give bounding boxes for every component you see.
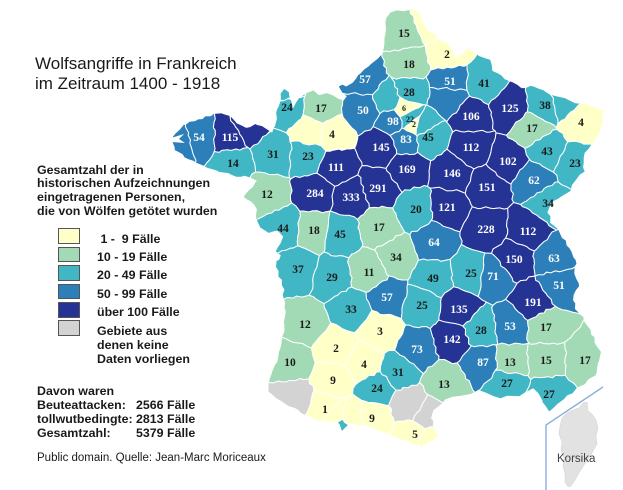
svg-text:6: 6 (402, 104, 406, 113)
svg-text:2: 2 (412, 120, 416, 129)
svg-text:145: 145 (372, 142, 390, 154)
svg-text:54: 54 (193, 132, 205, 144)
svg-text:51: 51 (553, 280, 565, 292)
svg-text:98: 98 (387, 116, 399, 128)
svg-text:18: 18 (308, 225, 320, 237)
svg-text:31: 31 (267, 149, 279, 161)
svg-text:25: 25 (465, 268, 477, 280)
svg-text:53: 53 (504, 321, 516, 333)
svg-text:112: 112 (463, 142, 480, 154)
svg-text:284: 284 (306, 188, 324, 200)
svg-text:34: 34 (390, 252, 402, 264)
svg-text:57: 57 (381, 292, 393, 304)
svg-text:9: 9 (369, 413, 375, 425)
svg-text:18: 18 (403, 59, 415, 71)
svg-text:29: 29 (326, 272, 338, 284)
svg-text:44: 44 (277, 223, 289, 235)
svg-text:111: 111 (328, 162, 344, 174)
svg-text:23: 23 (302, 151, 314, 163)
svg-text:9: 9 (330, 375, 336, 387)
svg-text:51: 51 (444, 76, 456, 88)
svg-text:87: 87 (477, 357, 489, 369)
svg-text:83: 83 (400, 134, 412, 146)
svg-text:Korsika: Korsika (557, 453, 596, 465)
svg-text:5: 5 (412, 429, 418, 441)
svg-text:3: 3 (377, 326, 383, 338)
svg-text:13: 13 (438, 379, 450, 391)
svg-text:4: 4 (361, 359, 367, 371)
svg-text:62: 62 (528, 175, 540, 187)
svg-text:12: 12 (261, 189, 273, 201)
svg-text:24: 24 (371, 383, 383, 395)
svg-text:23: 23 (569, 158, 581, 170)
svg-text:17: 17 (315, 103, 327, 115)
svg-text:191: 191 (524, 297, 542, 309)
svg-text:38: 38 (539, 100, 551, 112)
svg-text:17: 17 (579, 355, 591, 367)
svg-text:34: 34 (542, 198, 554, 210)
svg-text:12: 12 (299, 319, 311, 331)
svg-text:4: 4 (329, 129, 335, 141)
svg-text:22: 22 (406, 115, 414, 124)
svg-text:151: 151 (478, 182, 496, 194)
svg-text:333: 333 (342, 192, 360, 204)
svg-text:125: 125 (501, 103, 519, 115)
svg-text:27: 27 (543, 389, 555, 401)
svg-text:2: 2 (444, 49, 450, 61)
svg-text:25: 25 (416, 300, 428, 312)
svg-text:142: 142 (443, 334, 461, 346)
svg-text:1: 1 (322, 404, 328, 416)
svg-text:135: 135 (450, 304, 468, 316)
svg-text:28: 28 (403, 87, 415, 99)
svg-text:20: 20 (410, 204, 422, 216)
svg-text:17: 17 (373, 222, 385, 234)
svg-text:28: 28 (475, 325, 487, 337)
svg-text:24: 24 (281, 102, 293, 114)
svg-text:4: 4 (578, 117, 584, 129)
svg-text:33: 33 (345, 304, 357, 316)
svg-text:50: 50 (357, 105, 369, 117)
svg-text:45: 45 (422, 132, 434, 144)
svg-text:64: 64 (428, 237, 440, 249)
svg-text:14: 14 (227, 158, 239, 170)
svg-text:146: 146 (443, 168, 461, 180)
svg-text:15: 15 (540, 355, 552, 367)
svg-text:37: 37 (292, 264, 304, 276)
svg-text:291: 291 (369, 183, 387, 195)
svg-text:112: 112 (520, 226, 537, 238)
svg-text:115: 115 (222, 132, 239, 144)
svg-text:73: 73 (411, 344, 423, 356)
svg-text:121: 121 (438, 202, 456, 214)
svg-text:45: 45 (334, 229, 346, 241)
svg-text:71: 71 (487, 271, 499, 283)
svg-text:102: 102 (499, 156, 517, 168)
svg-text:41: 41 (478, 78, 490, 90)
svg-text:43: 43 (541, 146, 553, 158)
svg-text:49: 49 (427, 273, 439, 285)
svg-text:11: 11 (364, 267, 375, 279)
svg-text:106: 106 (462, 111, 480, 123)
svg-text:27: 27 (501, 378, 513, 390)
svg-text:15: 15 (398, 28, 410, 40)
svg-text:31: 31 (392, 367, 404, 379)
svg-text:150: 150 (505, 254, 523, 266)
svg-text:17: 17 (526, 123, 538, 135)
svg-text:2: 2 (333, 343, 339, 355)
svg-text:228: 228 (477, 224, 495, 236)
svg-text:63: 63 (548, 253, 560, 265)
svg-text:17: 17 (540, 322, 552, 334)
svg-text:13: 13 (504, 357, 516, 369)
svg-text:10: 10 (284, 357, 296, 369)
svg-text:169: 169 (398, 164, 416, 176)
svg-text:57: 57 (359, 74, 371, 86)
